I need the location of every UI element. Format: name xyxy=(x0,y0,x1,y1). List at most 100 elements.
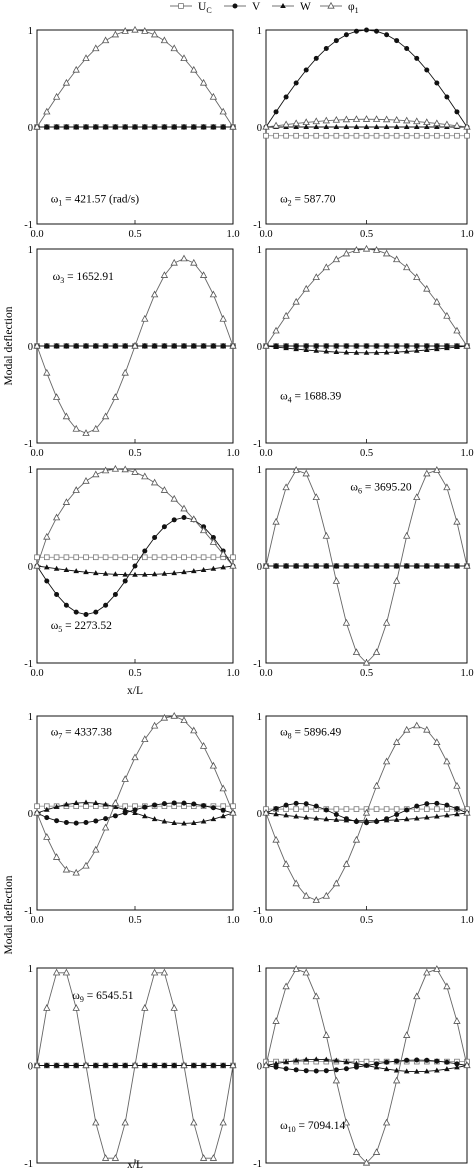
panel-mode-1: -1 0 1 0.0 0.5 1.0 ω1 = 421.57 (rad/s) xyxy=(24,25,240,240)
data-point xyxy=(181,124,187,130)
data-point xyxy=(293,80,299,86)
data-point xyxy=(302,284,310,292)
data-point xyxy=(293,813,299,819)
data-point xyxy=(353,819,359,825)
data-point xyxy=(363,132,370,139)
data-point xyxy=(463,561,471,569)
data-point xyxy=(343,806,350,812)
data-point xyxy=(63,124,69,130)
data-point xyxy=(44,578,50,584)
data-point xyxy=(92,470,100,478)
data-point xyxy=(454,109,460,115)
data-point xyxy=(463,122,471,130)
data-point xyxy=(364,343,369,349)
panel-mode-6: -1 0 1 0.0 0.5 1.0 ω6 = 3695.20 xyxy=(253,465,473,679)
series-line xyxy=(265,248,468,347)
data-point xyxy=(229,808,237,816)
data-point xyxy=(384,1059,390,1065)
data-point xyxy=(374,563,380,569)
data-point xyxy=(171,819,177,825)
data-point xyxy=(33,1061,41,1069)
data-point xyxy=(333,124,340,129)
data-point xyxy=(142,571,148,577)
data-point xyxy=(394,1058,400,1064)
data-point xyxy=(44,1063,50,1068)
panel-mode-5: -1 0 1 0.0 0.5 1.0 ω5 = 2273.52 xyxy=(24,464,240,679)
data-point xyxy=(171,554,178,561)
data-point xyxy=(443,483,451,491)
data-point xyxy=(52,968,61,976)
x-tick-label: 0.0 xyxy=(30,229,43,240)
data-point xyxy=(273,109,279,115)
data-point xyxy=(122,124,128,130)
data-point xyxy=(394,38,400,44)
data-point xyxy=(52,92,61,100)
data-point xyxy=(52,513,61,521)
data-point xyxy=(302,118,310,126)
data-point xyxy=(161,570,168,576)
series-phi1 xyxy=(33,711,237,876)
data-point xyxy=(313,563,319,569)
data-point xyxy=(322,531,330,539)
data-point xyxy=(383,806,390,812)
series-UC xyxy=(263,132,470,139)
data-point xyxy=(413,117,421,125)
data-point xyxy=(220,1063,226,1068)
data-point xyxy=(333,132,340,139)
y-tick-label: -1 xyxy=(24,1159,33,1169)
data-point xyxy=(103,124,109,130)
data-point xyxy=(362,1158,371,1166)
data-point xyxy=(33,808,41,816)
frequency-label: ω6 = 3695.20 xyxy=(350,481,411,495)
data-point xyxy=(73,609,79,615)
data-point xyxy=(363,349,370,355)
data-point xyxy=(92,1118,100,1126)
data-point xyxy=(383,349,390,355)
data-point xyxy=(73,124,79,130)
x-axis-label: x/L xyxy=(127,685,143,697)
panel-mode-3: -1 0 1 0.0 0.5 1.0 ω3 = 1652.91 xyxy=(24,245,239,459)
data-point xyxy=(273,1064,279,1070)
x-tick-label: 1.0 xyxy=(460,668,473,679)
data-point xyxy=(92,424,100,432)
data-point xyxy=(392,577,401,584)
data-point xyxy=(434,806,440,812)
data-point xyxy=(160,36,169,44)
data-point xyxy=(112,592,118,598)
data-point xyxy=(121,368,129,376)
frequency-label: ω2 = 587.70 xyxy=(280,194,336,208)
data-point xyxy=(199,271,208,278)
data-point xyxy=(181,515,187,520)
data-point xyxy=(220,343,226,349)
data-point xyxy=(303,563,309,569)
x-tick-label: 1.0 xyxy=(460,448,473,459)
data-point xyxy=(282,120,290,128)
data-point xyxy=(191,801,197,807)
data-point xyxy=(152,802,158,808)
legend-marker xyxy=(178,3,184,9)
x-tick-label: 1.0 xyxy=(226,229,239,240)
data-point xyxy=(373,132,380,139)
data-point xyxy=(413,273,421,281)
data-point xyxy=(150,968,159,976)
frequency-label: ω5 = 2273.52 xyxy=(51,620,112,634)
data-point xyxy=(112,124,118,130)
data-point xyxy=(54,124,60,130)
data-point xyxy=(352,835,361,843)
data-point xyxy=(424,67,430,73)
frequency-label: ω3 = 1652.91 xyxy=(53,271,114,285)
data-point xyxy=(313,803,319,809)
data-point xyxy=(93,1063,99,1068)
data-point xyxy=(72,65,80,73)
data-point xyxy=(362,244,371,252)
data-point xyxy=(434,800,440,806)
data-point xyxy=(414,803,420,809)
data-point xyxy=(444,343,450,349)
data-point xyxy=(191,568,197,574)
data-point xyxy=(453,1017,461,1024)
data-point xyxy=(303,1068,309,1074)
data-point xyxy=(332,115,341,123)
legend-marker xyxy=(280,3,286,8)
data-point xyxy=(403,725,411,733)
